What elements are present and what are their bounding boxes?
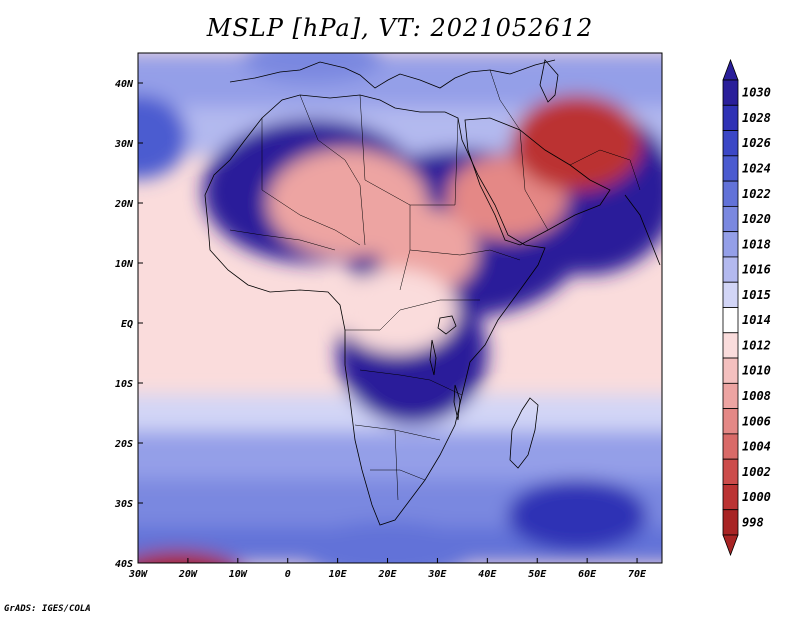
pressure-southern-low <box>138 551 234 563</box>
colorbar-label: 1028 <box>742 111 771 125</box>
lat-tick-label: 10N <box>115 259 134 270</box>
map-frame <box>137 52 663 564</box>
lon-tick-label: 20E <box>377 569 397 580</box>
colorbar-swatch <box>722 155 739 182</box>
europe-coastline <box>229 59 556 89</box>
border-line <box>345 299 480 331</box>
lat-tick-label: 10S <box>115 379 133 390</box>
border-line <box>229 229 336 251</box>
map-axes: 30W 20W 10W 0 10E 20E 30E 40E 50E 60E 70E 40N 30N 20N… <box>114 79 647 580</box>
border-line <box>394 429 399 501</box>
colorbar-swatch <box>722 281 739 308</box>
colorbar-label: 1024 <box>742 161 771 175</box>
lat-tick-label: EQ <box>121 319 133 330</box>
colorbar-label: 998 <box>742 515 764 529</box>
lat-tick-label: 30N <box>114 139 134 150</box>
colorbar-label: 1018 <box>742 237 771 251</box>
caspian-sea <box>539 59 559 103</box>
africa-coastline <box>204 94 546 526</box>
colorbar-label: 1006 <box>742 414 771 428</box>
pressure-europe-high <box>242 53 383 83</box>
lon-tick-label: 0 <box>285 569 291 580</box>
colorbar-swatch <box>722 408 739 435</box>
colorbar-swatch <box>722 484 739 511</box>
colorbar-swatch <box>722 130 739 157</box>
pressure-band <box>138 431 662 479</box>
border-line <box>569 149 641 191</box>
lon-tick-label: 30W <box>128 569 148 580</box>
lon-tick-label: 70E <box>628 569 647 580</box>
colorbar-swatch <box>722 104 739 131</box>
pressure-iran-low <box>512 95 643 191</box>
colorbar-swatch <box>722 458 739 485</box>
colorbar-swatch <box>722 433 739 460</box>
colorbar-swatch <box>722 357 739 384</box>
colorbar-swatch <box>722 509 739 536</box>
pressure-eq-africa-trough <box>337 269 458 353</box>
chart-title: MSLP [hPa], VT: 2021052612 <box>206 14 594 42</box>
border-line <box>370 469 426 481</box>
lon-tick-label: 30E <box>427 569 447 580</box>
colorbar-swatch <box>722 256 739 283</box>
lon-tick-label: 20W <box>178 569 198 580</box>
lat-tick-label: 20N <box>114 199 134 210</box>
pressure-sa-high <box>297 521 478 563</box>
lon-tick-label: 60E <box>578 569 597 580</box>
colorbar-swatch <box>722 382 739 410</box>
lat-tick-label: 40N <box>115 79 134 90</box>
colorbar-swatch <box>722 180 739 207</box>
colorbar-label: 1030 <box>742 86 771 100</box>
colorbar-label: 1014 <box>742 313 771 327</box>
lon-tick-label: 40E <box>478 569 497 580</box>
lon-tick-label: 10E <box>329 569 348 580</box>
colorbar-label: 1020 <box>742 212 771 226</box>
colorbar-swatch <box>722 231 739 258</box>
lake-victoria <box>437 315 457 335</box>
lon-tick-label: 10W <box>229 569 248 580</box>
colorbar-label: 1012 <box>742 338 771 352</box>
colorbar-swatch <box>722 332 739 359</box>
colorbar-label: 1026 <box>742 136 771 150</box>
lat-tick-label: 40S <box>115 559 133 570</box>
colorbar: 1030 1028 1026 1024 1022 1020 1018 1016 1015 1014… <box>722 58 771 557</box>
border-line <box>409 249 521 261</box>
colorbar-swatch <box>722 205 739 233</box>
colorbar-top-arrow <box>722 58 739 81</box>
border-line <box>261 118 361 246</box>
madagascar-coastline <box>509 397 539 469</box>
colorbar-label: 1016 <box>742 263 771 277</box>
country-borders <box>229 69 641 501</box>
colorbar-label: 1004 <box>742 440 771 454</box>
border-line <box>489 69 521 131</box>
lat-tick-label: 30S <box>114 499 133 510</box>
india-coastline <box>624 194 661 266</box>
pressure-field <box>138 53 662 563</box>
lat-tick-label: 20S <box>114 439 133 450</box>
border-line <box>359 369 463 396</box>
arabia-coastline <box>464 117 611 246</box>
colorbar-swatch <box>722 307 739 334</box>
colorbar-swatch <box>722 79 739 106</box>
pressure-azores-high-west <box>138 95 188 179</box>
border-line <box>410 117 459 206</box>
colorbar-label: 1022 <box>742 187 771 201</box>
lon-tick-label: 50E <box>528 569 547 580</box>
border-line <box>519 129 549 231</box>
colorbar-label: 1015 <box>742 288 771 302</box>
colorbar-label: 1008 <box>742 389 771 403</box>
colorbar-bottom-arrow <box>722 534 739 557</box>
border-line <box>299 94 366 246</box>
colorbar-label: 1010 <box>742 364 771 378</box>
lake-malawi <box>453 384 461 421</box>
lake-tanganyika <box>429 339 437 376</box>
colorbar-label: 1002 <box>742 465 771 479</box>
coastlines <box>204 59 661 526</box>
pressure-mascarene-high <box>507 479 648 551</box>
colorbar-label: 1000 <box>742 490 771 504</box>
credit-text: GrADS: IGES/COLA <box>4 604 91 614</box>
